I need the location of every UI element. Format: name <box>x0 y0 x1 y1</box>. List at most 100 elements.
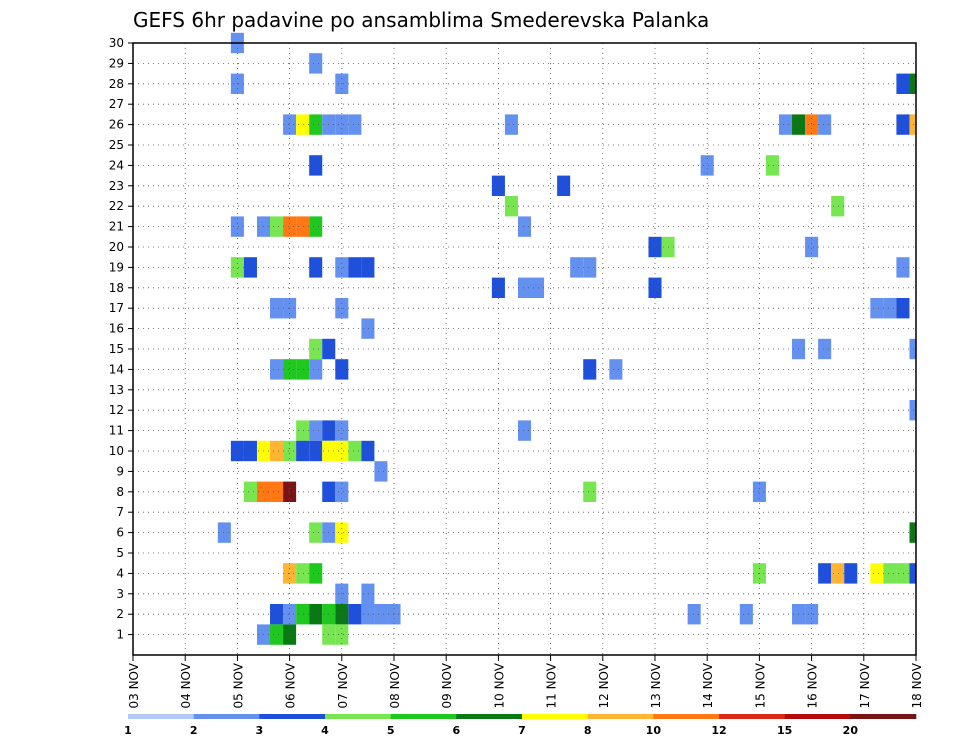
y-tick-label: 27 <box>109 97 124 111</box>
legend-swatch <box>522 714 588 719</box>
data-cell <box>883 298 897 319</box>
legend-swatch <box>456 714 523 719</box>
data-cell <box>309 155 323 176</box>
data-cell <box>270 481 284 502</box>
data-cell <box>778 114 793 135</box>
y-tick-label: 12 <box>109 403 124 417</box>
data-cell <box>844 563 858 584</box>
legend-swatch <box>587 714 654 719</box>
legend-swatch <box>784 714 851 719</box>
data-cell <box>270 440 284 462</box>
x-tick-label: 09 NOV <box>440 662 454 708</box>
data-cell <box>609 359 623 380</box>
data-cells <box>217 32 916 645</box>
data-cell <box>831 563 845 584</box>
grid-lines <box>133 42 916 655</box>
data-cell <box>648 277 662 298</box>
data-cell <box>818 338 832 360</box>
data-cell <box>909 563 916 584</box>
data-cell <box>230 440 244 462</box>
y-tick-label: 1 <box>116 628 124 642</box>
data-cell <box>243 481 257 502</box>
y-tick-label: 9 <box>116 464 124 478</box>
y-tick-label: 26 <box>109 118 124 132</box>
data-cell <box>896 257 910 278</box>
data-cell <box>348 257 362 278</box>
data-cell <box>270 298 284 319</box>
y-tick-label: 25 <box>109 138 124 152</box>
legend-swatch <box>850 714 917 719</box>
data-cell <box>309 440 323 462</box>
data-cell <box>309 522 323 543</box>
data-cell <box>309 216 323 237</box>
data-cell <box>335 114 349 135</box>
data-cell <box>361 257 375 278</box>
data-cell <box>283 216 297 237</box>
data-cell <box>309 338 323 360</box>
color-legend: 1 2 3 4 5 6 7 8 10 12 15 20 <box>124 714 917 737</box>
data-cell <box>896 73 910 94</box>
data-cell <box>309 420 323 441</box>
y-tick-label: 19 <box>109 260 124 274</box>
data-cell <box>517 277 532 298</box>
data-cell <box>283 359 297 380</box>
legend-swatch <box>259 714 326 719</box>
data-cell <box>348 114 362 135</box>
data-cell <box>296 604 310 625</box>
data-cell <box>230 257 244 278</box>
x-tick-label: 06 NOV <box>284 662 298 708</box>
data-cell <box>361 440 375 462</box>
legend-label: 12 <box>711 724 726 737</box>
data-cell <box>270 216 284 237</box>
x-tick-label: 16 NOV <box>806 662 820 708</box>
data-cell <box>335 359 349 380</box>
data-cell <box>283 481 297 502</box>
legend-label: 5 <box>387 724 395 737</box>
data-cell <box>361 583 375 604</box>
x-tick-label: 14 NOV <box>701 662 715 708</box>
data-cell <box>909 114 916 135</box>
y-tick-label: 13 <box>109 383 124 397</box>
data-cell <box>309 359 323 380</box>
chart-title: GEFS 6hr padavine po ansamblima Smederev… <box>133 8 709 32</box>
data-cell <box>335 624 349 645</box>
data-cell <box>374 604 388 625</box>
data-cell <box>374 461 388 482</box>
y-tick-label: 7 <box>116 505 124 519</box>
data-cell <box>909 522 916 543</box>
data-cell <box>909 338 916 360</box>
data-cell <box>243 257 257 278</box>
data-cell <box>296 216 310 237</box>
data-cell <box>818 563 832 584</box>
data-cell <box>296 440 310 462</box>
y-tick-label: 15 <box>109 342 124 356</box>
data-cell <box>752 481 766 502</box>
data-cell <box>348 604 362 625</box>
data-cell <box>739 604 753 625</box>
legend-swatch <box>719 714 785 719</box>
x-tick-label: 15 NOV <box>753 662 767 708</box>
y-tick-label: 22 <box>109 199 124 213</box>
y-tick-label: 23 <box>109 179 124 193</box>
data-cell <box>896 114 910 135</box>
data-cell <box>570 257 584 278</box>
data-cell <box>309 604 323 625</box>
data-cell <box>335 440 349 462</box>
y-tick-label: 17 <box>109 301 124 315</box>
data-cell <box>831 196 845 217</box>
data-cell <box>348 440 362 462</box>
x-tick-label: 04 NOV <box>179 662 193 708</box>
legend-label: 10 <box>646 724 662 737</box>
y-tick-label: 8 <box>116 485 124 499</box>
x-tick-label: 13 NOV <box>649 662 663 708</box>
y-tick-label: 28 <box>109 77 124 91</box>
x-tick-label: 10 NOV <box>492 662 506 708</box>
y-tick-label: 2 <box>116 607 124 621</box>
data-cell <box>243 440 257 462</box>
data-cell <box>230 216 244 237</box>
y-axis: 1234567891011121314151617181920212223242… <box>109 36 133 642</box>
y-tick-label: 29 <box>109 56 124 70</box>
y-tick-label: 10 <box>109 444 124 458</box>
data-cell <box>309 563 323 584</box>
